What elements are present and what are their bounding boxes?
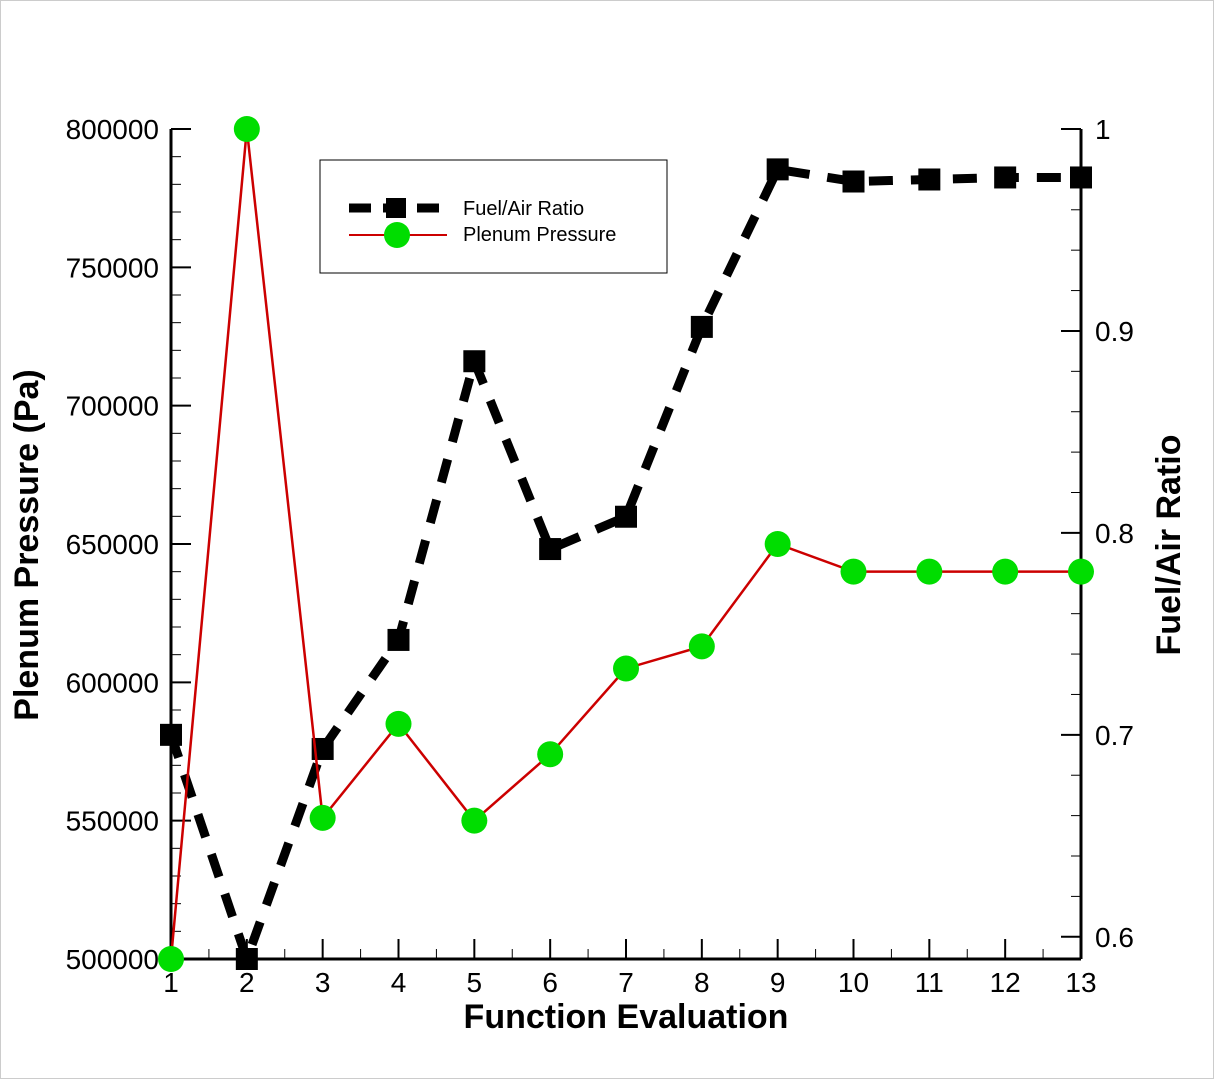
fuel-air-ratio-marker	[387, 628, 410, 651]
left-tick-label: 600000	[66, 667, 159, 698]
x-tick-label: 4	[391, 967, 407, 998]
fuel-air-ratio-marker	[842, 170, 865, 193]
legend-pressure-marker	[384, 222, 410, 248]
plenum-pressure-marker	[613, 655, 639, 682]
x-axis-title: Function Evaluation	[464, 998, 789, 1036]
x-tick-labels: 1 2 3 4 5 6 7 8 9 10 11 12 13	[163, 967, 1096, 998]
plenum-pressure-marker	[233, 116, 260, 142]
fuel-air-ratio-marker	[311, 737, 334, 760]
right-tick-label: 0.6	[1095, 922, 1134, 953]
fuel-air-ratio-marker	[235, 948, 258, 970]
fuel-air-ratio-marker	[463, 350, 486, 373]
x-tick-label: 5	[467, 967, 483, 998]
x-tick-label: 11	[915, 967, 944, 998]
fuel-air-ratio-marker	[160, 723, 182, 746]
right-tick-label: 0.9	[1095, 316, 1134, 347]
left-tick-label: 500000	[66, 944, 159, 975]
legend-fuel-marker	[386, 198, 406, 218]
x-tick-label: 2	[239, 967, 255, 998]
legend-fuel-label: Fuel/Air Ratio	[463, 198, 584, 220]
plenum-pressure-marker	[916, 558, 943, 585]
legend: Fuel/Air Ratio Plenum Pressure	[319, 159, 668, 274]
left-tick-label: 550000	[66, 806, 159, 837]
fuel-air-ratio-marker	[1070, 166, 1092, 189]
right-tick-label: 0.7	[1095, 720, 1134, 751]
x-tick-label: 3	[315, 967, 331, 998]
fuel-air-ratio-marker	[766, 158, 789, 181]
plenum-pressure-marker	[764, 531, 791, 557]
plenum-pressure-marker	[385, 710, 412, 737]
fuel-air-ratio-marker	[994, 166, 1017, 189]
fuel-air-ratio-marker	[918, 168, 941, 191]
x-tick-label: 8	[694, 967, 710, 998]
right-tick-label: 0.8	[1095, 518, 1134, 549]
left-tick-label: 650000	[66, 529, 159, 560]
legend-pressure-label: Plenum Pressure	[463, 224, 616, 246]
right-y-axis-title: Fuel/Air Ratio	[1150, 434, 1188, 655]
x-tick-label: 1	[163, 967, 179, 998]
fuel-air-ratio-marker	[539, 538, 562, 561]
left-y-axis-title: Plenum Pressure (Pa)	[8, 369, 46, 720]
x-tick-label: 9	[770, 967, 786, 998]
plenum-pressure-marker	[158, 946, 184, 972]
left-tick-label: 700000	[66, 391, 159, 422]
plenum-pressure-marker	[992, 558, 1019, 585]
plenum-pressure-marker	[461, 807, 488, 834]
x-tick-label: 12	[990, 967, 1021, 998]
plenum-pressure-marker	[688, 633, 715, 660]
plenum-pressure-marker	[840, 558, 867, 585]
left-tick-label: 800000	[66, 114, 159, 145]
plenum-pressure-marker	[1068, 558, 1094, 585]
major-ticks	[170, 128, 1082, 960]
right-tick-labels: 0.6 0.7 0.8 0.9 1	[1095, 114, 1134, 953]
x-tick-label: 13	[1065, 967, 1096, 998]
legend-box	[319, 159, 668, 274]
left-tick-label: 750000	[66, 252, 159, 283]
plenum-pressure-marker	[309, 804, 336, 831]
series-layer	[158, 116, 1094, 973]
plenum-pressure-marker	[537, 741, 564, 768]
fuel-air-ratio-marker	[615, 505, 637, 528]
x-tick-label: 6	[542, 967, 558, 998]
fuel-air-ratio-marker	[690, 315, 713, 338]
left-tick-labels: 500000 550000 600000 650000 700000 750000 8000…	[66, 114, 159, 975]
x-tick-label: 10	[838, 967, 869, 998]
x-tick-label: 7	[618, 967, 634, 998]
right-tick-label: 1	[1095, 114, 1111, 145]
